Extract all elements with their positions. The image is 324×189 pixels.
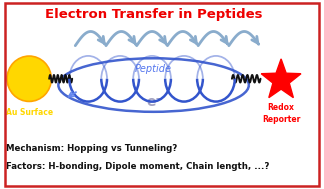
Text: Redox: Redox (268, 103, 295, 112)
Text: e⁻: e⁻ (147, 95, 164, 109)
Text: Reporter: Reporter (262, 115, 300, 124)
Polygon shape (261, 59, 301, 98)
Text: Peptide: Peptide (135, 64, 172, 74)
Text: Mechanism: Hopping vs Tunneling?: Mechanism: Hopping vs Tunneling? (6, 144, 177, 153)
Text: Au Surface: Au Surface (6, 108, 53, 117)
Circle shape (7, 56, 51, 101)
Text: Factors: H-bonding, Dipole moment, Chain length, ...?: Factors: H-bonding, Dipole moment, Chain… (6, 162, 269, 171)
Text: Electron Transfer in Peptides: Electron Transfer in Peptides (45, 8, 262, 21)
